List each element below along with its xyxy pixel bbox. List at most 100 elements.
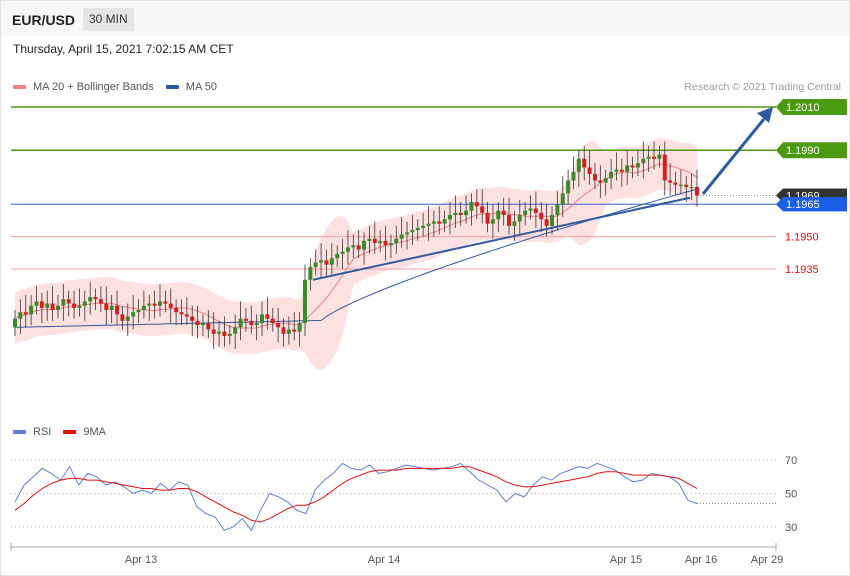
legend-label-rsi: RSI xyxy=(33,426,52,438)
candle-body xyxy=(517,215,522,222)
price-level-1-2010: 1.2010 xyxy=(11,99,847,115)
candle xyxy=(464,195,469,224)
candle-body xyxy=(115,305,120,315)
candle-body xyxy=(362,240,367,250)
candle xyxy=(372,221,377,254)
candle xyxy=(147,294,152,321)
candle-body xyxy=(190,316,195,321)
candle-body xyxy=(652,156,657,159)
candle xyxy=(388,234,393,259)
x-tick-label: Apr 13 xyxy=(125,554,157,566)
candle-body xyxy=(587,167,592,174)
candle xyxy=(641,141,646,179)
ma20-line xyxy=(14,163,698,329)
candle xyxy=(560,176,565,218)
candle xyxy=(635,150,640,177)
candle-body xyxy=(39,301,44,308)
candle xyxy=(598,165,603,198)
candle xyxy=(345,230,350,265)
candle-body xyxy=(544,219,549,226)
candle xyxy=(243,307,248,332)
candle-body xyxy=(302,279,307,323)
support-label: 1.1950 xyxy=(785,232,819,244)
candle xyxy=(233,314,238,349)
candle xyxy=(625,150,630,185)
candle xyxy=(281,318,286,347)
candle-body xyxy=(485,212,490,224)
candle xyxy=(662,141,667,196)
resistance-tag xyxy=(776,99,847,115)
candle xyxy=(356,230,361,259)
legend-label-9ma: 9MA xyxy=(83,426,106,438)
symbol-label: EUR/USD xyxy=(12,12,76,28)
candle-body xyxy=(447,215,452,220)
legend-item-ma20: MA 20 + Bollinger Bands xyxy=(13,81,154,93)
candle-body xyxy=(217,331,222,334)
candle-body xyxy=(566,180,571,194)
candle-body xyxy=(619,169,624,172)
candle-body xyxy=(292,329,297,332)
candle-body xyxy=(351,245,356,248)
candle xyxy=(276,307,281,343)
candle xyxy=(496,202,501,233)
candle-body xyxy=(507,215,512,226)
candle xyxy=(72,290,77,319)
rsi-9ma-line xyxy=(14,466,698,523)
candle-body xyxy=(512,221,517,226)
candle-body xyxy=(249,320,254,326)
candle-body xyxy=(668,180,673,183)
legend-swatch-9ma xyxy=(63,430,77,434)
candle-body xyxy=(378,240,383,244)
candle-body xyxy=(265,314,270,319)
candle-body xyxy=(281,327,286,334)
candle xyxy=(421,212,426,237)
candle-body xyxy=(635,163,640,168)
candle xyxy=(678,169,683,194)
candle xyxy=(184,297,189,326)
candle-body xyxy=(243,318,248,321)
ma50-line xyxy=(14,188,698,328)
candle xyxy=(652,141,657,170)
candle xyxy=(609,158,614,190)
candle-body xyxy=(603,178,608,183)
candle-body xyxy=(550,215,555,226)
candle xyxy=(120,305,125,330)
candle-body xyxy=(98,299,103,304)
legend-label-ma50: MA 50 xyxy=(185,81,217,93)
candle-body xyxy=(592,173,597,181)
candle xyxy=(528,195,533,220)
candle xyxy=(689,173,694,200)
candle xyxy=(329,243,334,276)
candle xyxy=(93,288,98,311)
candle xyxy=(394,225,399,254)
candle-body xyxy=(286,329,291,334)
candle-body xyxy=(34,301,39,306)
candle xyxy=(458,202,463,226)
candle xyxy=(157,284,162,317)
candle xyxy=(66,290,71,317)
candle xyxy=(168,288,173,323)
price-level-1-1950: 1.1950 xyxy=(11,232,819,244)
x-tick-label: Apr 16 xyxy=(685,554,717,566)
candle-body xyxy=(555,204,560,215)
candle-body xyxy=(61,299,66,306)
candle-body xyxy=(335,253,340,259)
candle-body xyxy=(82,301,87,306)
candle xyxy=(18,299,23,334)
candle xyxy=(174,299,179,326)
legend-item-ma50: MA 50 xyxy=(165,81,217,93)
candle-body xyxy=(474,202,479,207)
candle-body xyxy=(695,186,699,196)
candle-body xyxy=(270,318,275,323)
candle xyxy=(603,169,608,196)
candle xyxy=(39,292,44,323)
price-level-1-1935: 1.1935 xyxy=(11,264,819,276)
candle xyxy=(555,191,560,231)
projection-arrow-head xyxy=(757,107,773,123)
candle xyxy=(286,316,291,345)
timeframe-badge[interactable]: 30 MIN xyxy=(83,8,134,31)
candle xyxy=(88,281,93,315)
header-bar: EUR/USD 30 MIN xyxy=(1,1,849,36)
candle xyxy=(23,294,28,328)
